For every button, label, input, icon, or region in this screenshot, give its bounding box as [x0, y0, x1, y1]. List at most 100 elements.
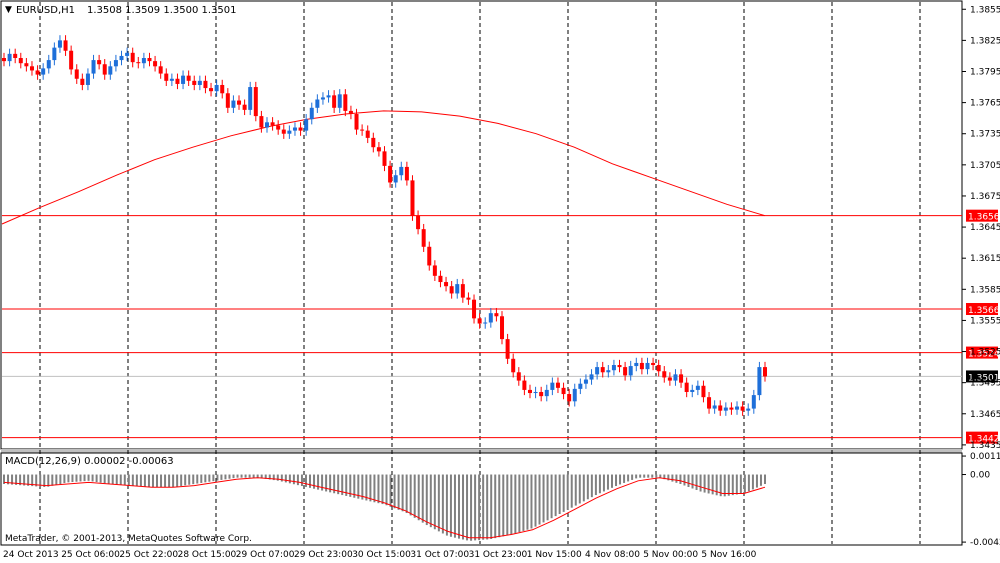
candle-body — [522, 380, 527, 390]
pane-splitter[interactable] — [1, 449, 962, 453]
candle-body — [220, 84, 225, 94]
candle-body — [544, 389, 549, 397]
macd-histogram — [3, 474, 766, 541]
candle-body — [192, 80, 197, 85]
candle-body — [634, 362, 639, 367]
candle-body — [623, 367, 628, 376]
candle-body — [102, 64, 107, 75]
candle-body — [365, 130, 370, 138]
price-level-label: 1.3656 — [968, 213, 1000, 223]
price-level-badge — [966, 346, 998, 359]
candle-body — [533, 391, 538, 394]
candle-body — [348, 110, 353, 115]
time-tick-label: 5 Nov 00:00 — [643, 550, 698, 560]
candle-body — [292, 127, 297, 131]
candle-body — [2, 58, 6, 62]
candle-body — [444, 282, 449, 287]
candle-body — [85, 73, 90, 85]
candle-body — [24, 63, 29, 67]
price-level-badge — [966, 209, 998, 222]
candle-body — [595, 367, 600, 375]
price-level-badge — [966, 431, 998, 444]
candles — [2, 35, 767, 416]
candle-body — [555, 382, 560, 388]
candle-body — [494, 313, 499, 317]
candle-body — [460, 284, 465, 298]
candle-body — [690, 389, 695, 392]
current-price-label: 1.3501 — [968, 373, 1000, 383]
candle-body — [80, 78, 85, 85]
price-tick-label: 1.3675 — [970, 192, 1000, 202]
candle-body — [354, 114, 359, 130]
candle-body — [332, 95, 337, 108]
candle-body — [337, 94, 342, 108]
time-axis: 24 Oct 2013 25 Oct 06:00 25 Oct 22:00 28 Oc… — [3, 550, 757, 560]
candle-body — [46, 60, 51, 69]
candle-body — [684, 382, 689, 392]
candle-body — [645, 362, 650, 370]
time-tick-label: 30 Oct 15:00 — [352, 550, 411, 560]
price-tick-label: 1.3585 — [970, 285, 1000, 295]
candle-body — [729, 407, 734, 410]
price-tick-label: 1.3495 — [970, 379, 1000, 389]
macd-axis: 0.00117 0.00 -0.00428 — [962, 452, 1000, 548]
candle-body — [326, 95, 331, 98]
candle-body — [578, 383, 583, 389]
time-tick-label: 29 Oct 23:00 — [294, 550, 353, 560]
time-tick-label: 4 Nov 08:00 — [585, 550, 640, 560]
ohlc-caption: 1.3508 1.3509 1.3500 1.3501 — [87, 5, 237, 16]
macd-tick-label: -0.00428 — [970, 538, 1000, 548]
candle-body — [41, 68, 46, 75]
candle-body — [572, 388, 577, 402]
price-pane[interactable] — [0, 0, 963, 450]
candle-body — [527, 389, 532, 394]
candle-body — [404, 166, 409, 181]
candle-body — [751, 395, 756, 409]
candle-body — [427, 246, 432, 266]
candle-body — [656, 365, 661, 372]
time-tick-label: 25 Oct 06:00 — [61, 550, 120, 560]
macd-caption: MACD(12,26,9) 0.00002 -0.00063 — [5, 456, 174, 467]
time-tick-label: 24 Oct 2013 — [3, 550, 59, 560]
price-level-label: 1.3442 — [968, 435, 1000, 445]
candle-body — [667, 377, 672, 381]
candle-body — [214, 84, 219, 92]
price-level-label: 1.3524 — [968, 350, 1000, 360]
candle-body — [740, 406, 745, 411]
candle-body — [264, 122, 269, 128]
candle-body — [259, 116, 264, 128]
candle-body — [320, 97, 325, 100]
time-tick-label: 29 Oct 07:00 — [236, 550, 295, 560]
candle-body — [153, 61, 158, 67]
candle-body — [113, 60, 118, 67]
candle-body — [763, 367, 767, 377]
candle-body — [639, 362, 644, 370]
candle-body — [438, 275, 443, 283]
candle-body — [57, 40, 62, 48]
vertical-grid — [39, 2, 921, 544]
macd-pane[interactable] — [0, 452, 963, 546]
candle-body — [164, 73, 169, 81]
candle-body — [298, 127, 303, 131]
candle-body — [662, 371, 667, 378]
time-tick-label: 31 Oct 07:00 — [410, 550, 469, 560]
candle-body — [723, 407, 728, 411]
price-tick-label: 1.3645 — [970, 223, 1000, 233]
candle-body — [449, 286, 454, 294]
chart-menu-arrow-icon[interactable]: ▼ — [5, 5, 12, 15]
candle-body — [488, 313, 493, 323]
candle-body — [69, 50, 74, 70]
candle-body — [718, 405, 723, 411]
price-tick-label: 1.3435 — [970, 441, 1000, 451]
price-tick-label: 1.3555 — [970, 316, 1000, 326]
candle-body — [382, 151, 387, 166]
macd-tick-label: 0.00 — [970, 471, 990, 481]
candle-body — [270, 122, 275, 126]
candle-body — [237, 100, 242, 105]
candle-body — [466, 297, 471, 300]
candle-body — [91, 60, 96, 74]
candle-body — [147, 58, 152, 62]
time-tick-label: 31 Oct 23:00 — [469, 550, 528, 560]
candle-body — [695, 385, 700, 390]
